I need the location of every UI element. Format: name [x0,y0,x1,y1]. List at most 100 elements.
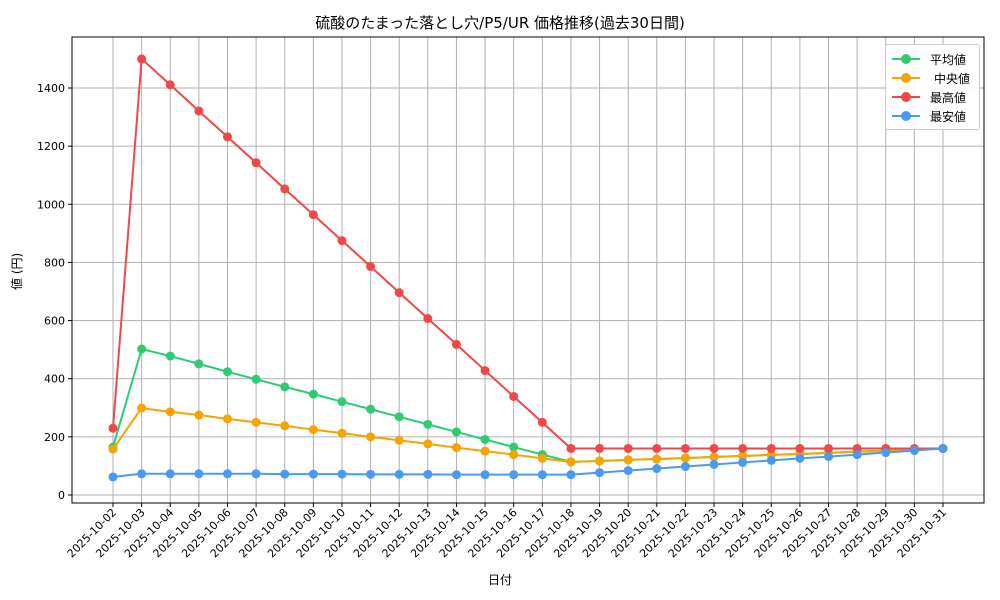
legend-marker-icon [901,111,911,121]
data-point [423,469,433,479]
data-point [680,453,690,463]
data-point [194,359,204,369]
data-point [337,236,347,246]
y-tick-label: 400 [44,373,65,386]
data-point [595,468,605,478]
data-point [251,469,261,479]
data-point [337,428,347,438]
legend-label: 最高値 [930,91,967,105]
data-point [280,421,290,431]
data-point [222,367,232,377]
data-point [451,443,461,453]
data-point [795,453,805,463]
data-point [566,470,576,480]
legend-item-min: 最安値 [886,106,979,126]
data-point [709,443,719,453]
data-point [308,469,318,479]
legend-marker-icon [901,92,911,102]
data-point [451,427,461,437]
legend-item-average: 平均値 [886,49,979,69]
data-point [423,439,433,449]
data-point [165,80,175,90]
data-point [652,464,662,474]
data-point [766,443,776,453]
data-point [595,456,605,466]
y-tick-label: 1000 [37,198,65,211]
data-point [509,442,519,452]
data-point [938,443,948,453]
data-point [165,351,175,361]
data-point [222,414,232,424]
grid [72,37,984,503]
legend-item-max: 最高値 [886,87,979,107]
data-point [537,470,547,480]
data-point [509,391,519,401]
y-tick-label: 0 [58,489,65,502]
plot-frame [71,36,985,504]
legend-item-median: 中央値 [886,68,979,88]
data-point [709,459,719,469]
data-point [566,457,576,467]
data-point [623,443,633,453]
y-tick-label: 1200 [37,140,65,153]
data-point [308,210,318,220]
data-point [423,419,433,429]
data-point [537,453,547,463]
data-point [280,469,290,479]
data-point [366,469,376,479]
data-point [680,462,690,472]
data-point [909,446,919,456]
data-point [394,469,404,479]
series-line [108,403,948,467]
data-point [165,469,175,479]
data-point [509,450,519,460]
data-point [222,469,232,479]
data-point [251,158,261,168]
data-point [451,339,461,349]
y-axis-label: 値 (円) [10,252,24,290]
data-point [308,389,318,399]
y-tick-label: 200 [44,431,65,444]
data-point [738,451,748,461]
data-point [623,455,633,465]
data-point [251,417,261,427]
data-point [824,443,834,453]
series-line [108,54,948,453]
data-point [194,410,204,420]
data-point [566,443,576,453]
data-point [280,382,290,392]
data-point [108,472,118,482]
data-point [394,412,404,422]
data-point [509,470,519,480]
data-point [366,432,376,442]
x-axis-label: 日付 [487,573,512,587]
data-point [795,443,805,453]
data-point [595,443,605,453]
data-point [881,448,891,458]
data-point [652,454,662,464]
data-point [423,314,433,324]
data-point [738,457,748,467]
data-point [308,425,318,435]
data-point [680,443,690,453]
data-point [194,106,204,116]
data-point [394,435,404,445]
data-point [652,443,662,453]
data-point [337,397,347,407]
data-point [738,443,748,453]
legend: 平均値 中央値 最高値 最安値 [885,44,980,130]
y-tick-label: 600 [44,315,65,328]
data-point [137,469,147,479]
data-point [337,469,347,479]
data-point [366,261,376,271]
data-point [709,452,719,462]
data-point [222,132,232,142]
data-point [766,455,776,465]
data-point [480,434,490,444]
data-point [824,452,834,462]
legend-label: 平均値 [930,53,967,67]
data-point [108,444,118,454]
data-point [451,470,461,480]
data-point [366,404,376,414]
y-tick-label: 800 [44,256,65,269]
